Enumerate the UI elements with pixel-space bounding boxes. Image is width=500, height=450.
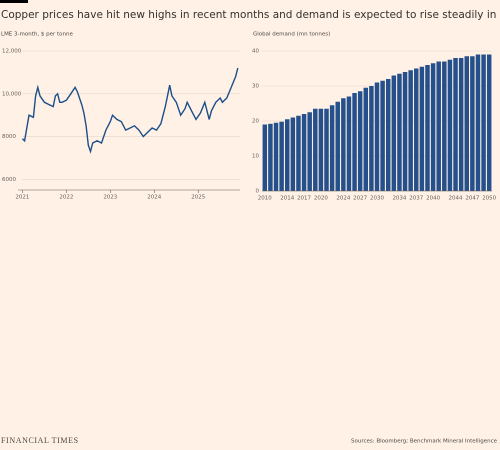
bar <box>447 59 453 191</box>
bar <box>391 75 397 191</box>
bar <box>380 80 385 191</box>
bar <box>268 123 273 191</box>
bar <box>363 87 369 191</box>
bar <box>296 115 301 191</box>
bar <box>419 66 425 191</box>
y-tick-label: 40 <box>252 49 259 55</box>
bar <box>290 117 296 191</box>
bar <box>307 112 312 191</box>
bar <box>301 114 307 191</box>
x-tick-label: 2037 <box>409 196 423 202</box>
x-tick-label: 2021 <box>15 195 29 201</box>
x-tick-label: 2027 <box>353 196 367 202</box>
bar <box>397 73 402 191</box>
bar <box>436 61 441 191</box>
bar <box>385 79 391 191</box>
y-tick-label: 8000 <box>2 134 16 140</box>
bar <box>408 70 413 191</box>
bar <box>481 54 486 191</box>
bar <box>475 54 481 191</box>
y-tick-label: 12,000 <box>2 49 22 55</box>
bar <box>352 93 357 191</box>
bar <box>374 82 380 191</box>
y-tick-label: 30 <box>252 84 259 90</box>
bar <box>313 108 318 191</box>
chart-subtitle: LME 3-month, $ per tonne <box>1 32 73 38</box>
bar <box>357 91 363 191</box>
bar <box>442 61 447 191</box>
title: Copper prices have hit new highs in rece… <box>1 9 500 21</box>
x-tick-label: 2020 <box>314 196 328 202</box>
y-tick-label: 6000 <box>2 177 16 183</box>
bar <box>341 98 346 191</box>
x-tick-label: 2050 <box>482 196 496 202</box>
y-tick-label: 10,000 <box>2 91 22 97</box>
chart-subtitle: Global demand (mn tonnes) <box>253 32 330 38</box>
x-tick-label: 2010 <box>258 196 272 202</box>
bar <box>470 56 475 191</box>
x-tick-label: 2034 <box>392 196 406 202</box>
bar <box>329 105 335 191</box>
bar <box>453 58 458 191</box>
brand: FINANCIAL TIMES <box>1 436 79 445</box>
x-tick-label: 2023 <box>103 195 117 201</box>
y-tick-label: 0 <box>256 189 260 195</box>
bar <box>414 68 419 191</box>
bar <box>458 58 464 191</box>
bar <box>402 72 408 191</box>
x-tick-label: 2044 <box>449 196 463 202</box>
bar <box>262 124 268 191</box>
x-tick-label: 2030 <box>370 196 384 202</box>
x-tick-label: 2014 <box>280 196 294 202</box>
x-tick-label: 2022 <box>59 195 73 201</box>
x-tick-label: 2047 <box>465 196 479 202</box>
price-line <box>21 67 239 154</box>
bar <box>346 96 352 191</box>
x-tick-label: 2017 <box>297 196 311 202</box>
bar <box>425 65 430 191</box>
bar <box>279 121 284 191</box>
x-tick-label: 2040 <box>426 196 440 202</box>
bar <box>318 108 324 191</box>
y-tick-label: 20 <box>252 119 259 125</box>
y-tick-label: 10 <box>252 154 259 160</box>
x-tick-label: 2024 <box>147 195 161 201</box>
bar <box>486 54 492 191</box>
bar <box>369 86 374 191</box>
bar <box>335 101 340 191</box>
bar <box>324 108 329 191</box>
bar <box>273 122 279 191</box>
bar <box>430 63 436 191</box>
ft-bar <box>0 0 28 3</box>
x-tick-label: 2025 <box>191 195 205 201</box>
bar <box>464 56 469 191</box>
bar <box>285 119 290 191</box>
source: Sources: Bloomberg; Benchmark Mineral In… <box>351 439 498 445</box>
x-tick-label: 2024 <box>336 196 350 202</box>
